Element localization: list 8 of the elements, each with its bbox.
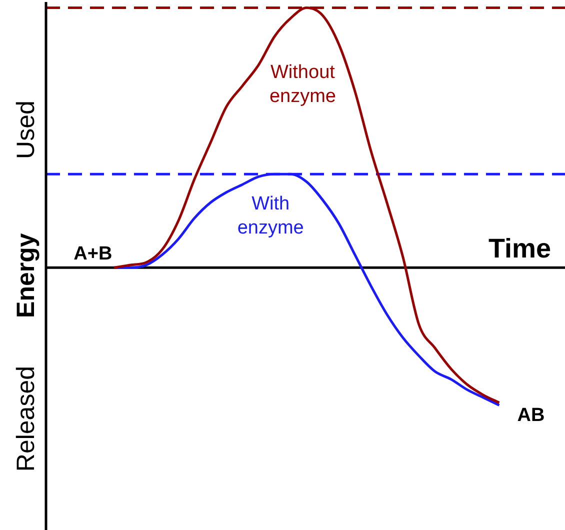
text: Released: [12, 366, 40, 472]
annotation: A+B: [74, 243, 112, 264]
series-label: With enzyme: [237, 193, 304, 238]
y-axis-title: Energy: [12, 233, 40, 318]
text: AB: [517, 404, 545, 426]
text: Used: [12, 100, 40, 159]
x-axis-title: Time: [488, 234, 551, 264]
series-label: Without enzyme: [269, 62, 336, 108]
